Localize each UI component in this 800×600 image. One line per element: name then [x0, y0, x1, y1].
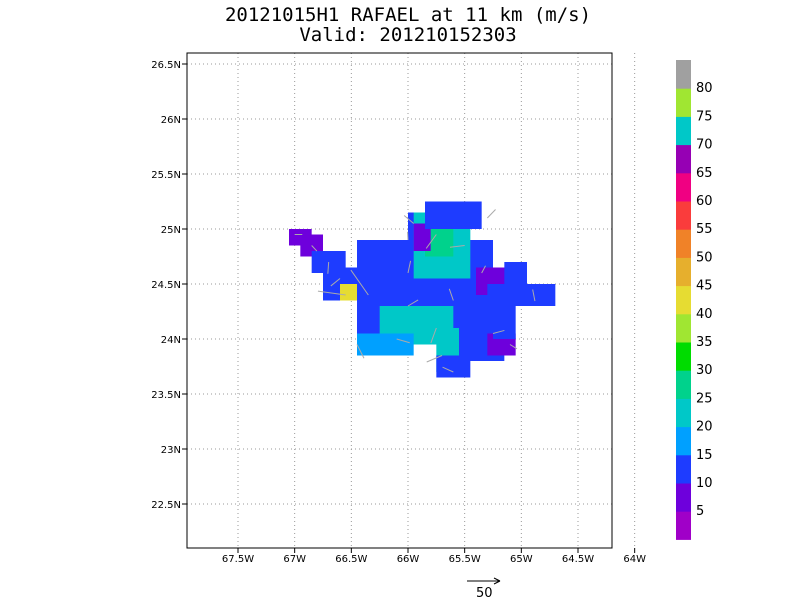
colorbar-swatch	[676, 342, 691, 371]
colorbar-label: 25	[696, 391, 713, 406]
colorbar-swatch	[676, 454, 691, 484]
colorbar-swatch	[676, 370, 691, 399]
colorbar-swatch	[676, 257, 691, 287]
colorbar-swatch	[676, 398, 691, 428]
y-tick-label: 25N	[161, 225, 181, 236]
colorbar-swatch	[676, 483, 691, 512]
x-tick-label: 64W	[623, 554, 646, 565]
colorbar: 5 10 15 20 25 30 35 40 45 50 55 60 65 70 75 80	[676, 60, 713, 540]
wind-vector	[317, 290, 346, 296]
x-tick-label: 67.5W	[222, 554, 254, 565]
plot-frame	[186, 52, 613, 549]
wind-vectors	[294, 209, 536, 373]
wind-vector	[442, 366, 454, 373]
wind-vector	[407, 260, 412, 274]
reference-vector: 50	[467, 577, 501, 600]
chart-title: 20121015H1 RAFAEL at 11 km (m/s)	[224, 4, 592, 26]
x-tick-label: 67W	[283, 554, 306, 565]
wind-vector	[396, 338, 410, 344]
reference-vector-arrowhead	[493, 577, 501, 585]
reference-vector-label: 50	[476, 586, 493, 600]
y-tick-label: 24.5N	[151, 280, 181, 291]
wind-vector	[448, 288, 454, 301]
wind-vector	[430, 327, 437, 344]
wind-vector	[532, 289, 536, 302]
colorbar-label: 70	[696, 138, 713, 153]
colorbar-label: 50	[696, 250, 713, 265]
colorbar-label: 20	[696, 420, 713, 435]
colorbar-swatch	[676, 88, 691, 117]
wind-vector	[426, 355, 443, 363]
x-axis-ticks: 67.5W 67W 66.5W 66W 65.5W 65W 64.5W 64W	[222, 548, 646, 565]
y-tick-label: 24N	[161, 335, 181, 346]
y-tick-label: 23.5N	[151, 390, 181, 401]
wind-speed-cell	[413, 223, 431, 251]
colorbar-label: 55	[696, 222, 713, 237]
wind-vector	[481, 265, 486, 274]
colorbar-swatch	[676, 511, 691, 540]
y-axis-ticks: 22.5N 23N 23.5N 24N 24.5N 25N 25.5N 26N 26.5N	[151, 60, 187, 511]
colorbar-swatch	[676, 60, 691, 89]
wind-vector	[509, 344, 518, 350]
wind-vector	[356, 344, 365, 359]
colorbar-swatch	[676, 172, 691, 202]
colorbar-label: 5	[696, 504, 704, 519]
y-tick-label: 22.5N	[151, 500, 181, 511]
colorbar-swatch	[676, 313, 691, 343]
x-tick-label: 65W	[510, 554, 533, 565]
wind-speed-cell	[425, 201, 482, 229]
x-tick-label: 64.5W	[562, 554, 594, 565]
wind-vector	[330, 278, 341, 287]
colorbar-label: 60	[696, 194, 713, 209]
x-tick-label: 65.5W	[449, 554, 481, 565]
colorbar-label: 30	[696, 363, 713, 378]
colorbar-swatch	[676, 229, 691, 258]
wind-vector	[327, 261, 330, 274]
wind-vector	[449, 245, 465, 248]
valid-time-subtitle: Valid: 201210152303	[299, 24, 517, 46]
wind-vector	[492, 329, 505, 334]
colorbar-label: 80	[696, 81, 713, 96]
y-tick-label: 25.5N	[151, 170, 181, 181]
wind-vector	[486, 209, 496, 219]
colorbar-label: 40	[696, 307, 713, 322]
colorbar-swatch	[676, 116, 691, 146]
wind-vector	[311, 245, 318, 252]
colorbar-swatch	[676, 201, 691, 230]
colorbar-swatch	[676, 285, 691, 315]
y-tick-label: 23N	[161, 445, 181, 456]
colorbar-label: 35	[696, 335, 713, 350]
colorbar-label: 75	[696, 109, 713, 124]
colorbar-label: 10	[696, 476, 713, 491]
colorbar-swatch	[676, 426, 691, 456]
x-tick-label: 66W	[397, 554, 420, 565]
y-tick-label: 26.5N	[151, 60, 181, 71]
x-tick-label: 66.5W	[335, 554, 367, 565]
wind-vector	[403, 215, 414, 224]
wind-speed-cell	[504, 262, 527, 284]
wind-vector	[407, 299, 419, 307]
wind-speed-cell	[357, 333, 414, 356]
colorbar-label: 45	[696, 279, 713, 294]
wind-speed-cell	[493, 295, 516, 339]
colorbar-swatch	[676, 144, 691, 174]
wind-vector	[350, 269, 369, 296]
wind-vector	[425, 234, 437, 249]
colorbar-label: 65	[696, 166, 713, 181]
colorbar-label: 15	[696, 448, 713, 463]
y-tick-label: 26N	[161, 115, 181, 126]
